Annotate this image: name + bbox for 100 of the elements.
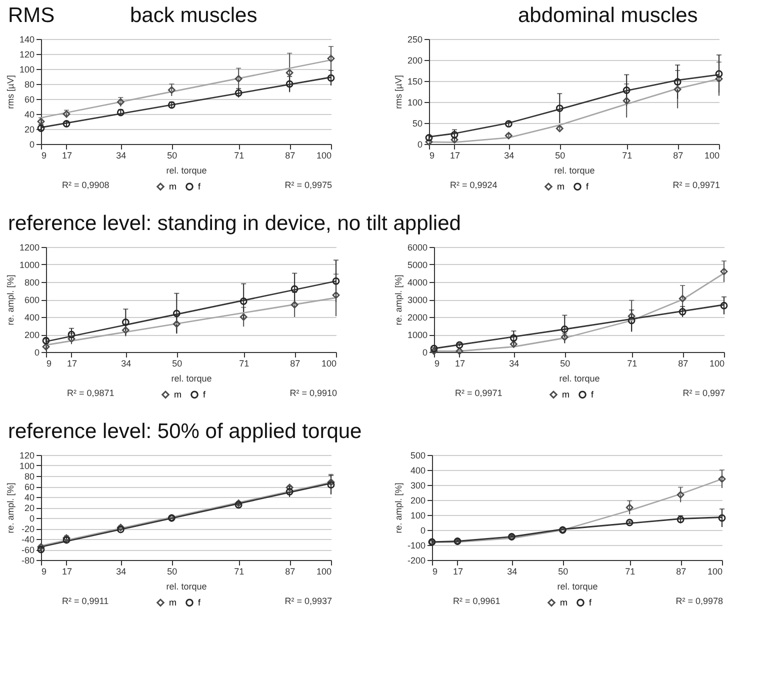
y-tick-label: 200	[24, 330, 40, 340]
y-tick-label: 100	[410, 510, 426, 520]
y-tick-label: 1000	[407, 330, 428, 340]
y-tick-label: 80	[24, 80, 34, 90]
x-tick-label: 50	[167, 566, 178, 576]
y-tick-label: 0	[34, 348, 40, 358]
y-tick-label: 40	[24, 110, 34, 120]
y-tick-label: 120	[19, 50, 34, 60]
text: R² = 0,9978	[676, 596, 723, 606]
x-tick-label: 100	[709, 358, 724, 368]
x-tick-label: 17	[452, 566, 463, 576]
y-tick-label: 20	[24, 503, 34, 513]
y-tick-label: 0	[417, 140, 422, 150]
y-tick-label: 60	[24, 482, 34, 492]
y-tick-label: 2000	[407, 312, 428, 322]
y-axis-title: re. ampl. [%]	[5, 274, 16, 326]
y-tick-label: 300	[410, 480, 426, 490]
y-tick-label: 200	[410, 496, 426, 506]
x-tick-label: 71	[622, 150, 632, 160]
legend-label: f	[198, 598, 201, 608]
x-tick-label: 17	[454, 358, 465, 368]
x-tick-label: 9	[42, 150, 47, 160]
y-tick-label: 6000	[407, 242, 428, 252]
chart-subtitle: reference level: standing in device, no tilt applied	[8, 212, 461, 236]
text: R² = 0,9910	[290, 388, 337, 398]
legend-label: m	[169, 598, 176, 608]
y-tick-label: 100	[19, 461, 34, 471]
y-tick-label: 0	[29, 514, 34, 524]
x-axis-title: rel. torque	[557, 582, 598, 592]
y-tick-label: 0	[422, 348, 428, 358]
text: R² = 0,9871	[67, 388, 114, 398]
legend-label: f	[589, 598, 592, 608]
chart-title: back muscles	[130, 4, 258, 28]
x-axis-title: rel. torque	[559, 374, 600, 384]
y-tick-label: 40	[24, 492, 34, 502]
y-tick-label: -20	[21, 524, 34, 534]
x-tick-label: 100	[316, 150, 332, 160]
y-tick-label: 3000	[407, 295, 428, 305]
x-tick-label: 50	[560, 358, 570, 368]
legend-label: m	[169, 182, 176, 192]
y-tick-label: 4000	[407, 278, 428, 288]
y-tick-label: -200	[407, 556, 426, 566]
x-tick-label: 50	[172, 358, 182, 368]
y-axis-title: re. ampl. [%]	[5, 482, 16, 534]
x-tick-label: 17	[62, 566, 72, 576]
y-tick-label: 80	[24, 472, 34, 482]
y-axis-title: re. ampl. [%]	[393, 274, 404, 326]
x-tick-label: 71	[234, 150, 244, 160]
x-tick-label: 100	[316, 566, 332, 576]
y-tick-label: 0	[29, 140, 34, 150]
y-tick-label: 400	[24, 312, 40, 322]
text: R² = 0,9971	[672, 180, 720, 190]
y-tick-label: -60	[21, 545, 34, 555]
legend-label: m	[557, 182, 564, 192]
y-tick-label: 400	[410, 466, 426, 476]
x-tick-label: 17	[66, 358, 77, 368]
y-tick-label: 0	[420, 526, 426, 536]
y-tick-label: 200	[407, 56, 422, 66]
x-axis-title: rel. torque	[166, 582, 207, 592]
legend-label: m	[562, 390, 570, 400]
x-tick-label: 9	[46, 358, 52, 368]
text: R² = 0,9911	[62, 596, 109, 606]
y-tick-label: 500	[410, 450, 426, 460]
legend-label: m	[174, 390, 182, 400]
text: R² = 0,9971	[455, 388, 502, 398]
x-tick-label: 34	[507, 566, 518, 576]
x-tick-label: 34	[116, 566, 126, 576]
y-tick-label: 60	[24, 94, 34, 104]
text: R² = 0,9937	[284, 596, 332, 606]
x-tick-label: 9	[42, 566, 47, 576]
y-tick-label: 1200	[19, 242, 40, 252]
x-tick-label: 87	[673, 150, 684, 160]
y-axis-title: re. ampl. [%]	[393, 482, 404, 534]
x-tick-label: 34	[509, 358, 520, 368]
y-axis-title: rms [µV]	[393, 75, 404, 109]
x-tick-label: 87	[285, 150, 296, 160]
text: R² = 0,9975	[284, 180, 332, 190]
text: R² = 0,997	[682, 388, 725, 398]
x-tick-label: 34	[116, 150, 126, 160]
y-tick-label: 250	[407, 34, 422, 44]
text: R² = 0,9924	[450, 180, 498, 190]
legend-label: m	[560, 598, 568, 608]
y-tick-label: 100	[19, 64, 34, 74]
x-tick-label: 71	[234, 566, 244, 576]
x-tick-label: 100	[321, 358, 336, 368]
y-tick-label: 140	[19, 34, 34, 44]
legend-label: f	[203, 390, 206, 400]
x-tick-label: 87	[285, 566, 296, 576]
y-tick-label: 100	[407, 98, 422, 108]
x-tick-label: 17	[450, 150, 460, 160]
x-tick-label: 50	[558, 566, 568, 576]
x-axis-title: rel. torque	[166, 166, 207, 176]
y-tick-label: 600	[24, 295, 40, 305]
chart-subtitle: RMS	[8, 4, 55, 28]
text: R² = 0,9908	[62, 180, 110, 190]
y-tick-label: -100	[407, 540, 426, 550]
text: R² = 0,9961	[453, 596, 500, 606]
x-tick-label: 9	[430, 150, 435, 160]
y-tick-label: 120	[19, 450, 34, 460]
y-tick-label: -40	[21, 534, 34, 544]
